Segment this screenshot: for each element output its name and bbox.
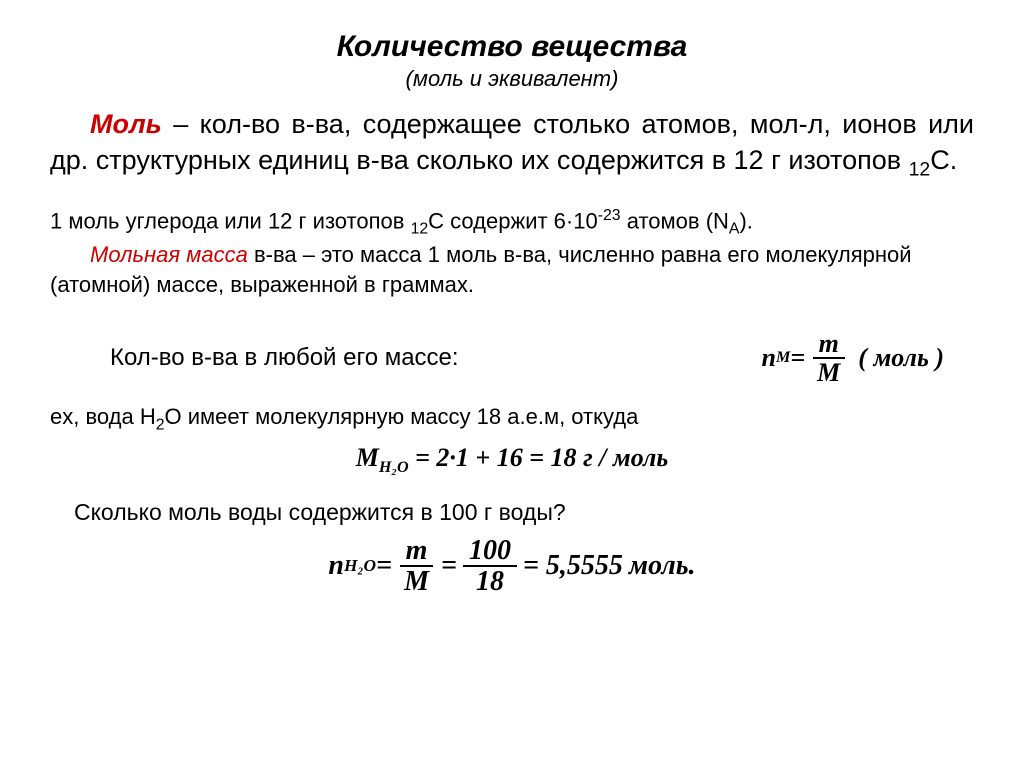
note-line1d: ). — [739, 208, 752, 233]
note-line1b: содержит 6·10 — [444, 208, 598, 233]
definition-block: Моль – кол-во в-ва, содержащее столько а… — [50, 106, 974, 183]
molar-mass-term: Мольная масса — [90, 242, 248, 267]
final-frac2: 100 18 — [463, 536, 517, 597]
isotope-symbol: С. — [930, 145, 957, 175]
molar-rhs: = 2·1 + 16 = 18 — [409, 443, 583, 472]
note-iso-sub: 12 — [411, 221, 429, 238]
molar-lhs-var: M — [356, 443, 379, 472]
final-lhs-var: n — [328, 550, 344, 582]
h2o-sub: 2 — [156, 417, 165, 434]
question-text: Сколько моль воды содержится в 100 г вод… — [74, 499, 974, 526]
formula-amount-row: Кол-во в-ва в любой его массе: nM = m M … — [50, 330, 974, 387]
lhs-var: n — [762, 343, 776, 373]
final-unit: моль. — [629, 550, 696, 582]
note-exp: -23 — [598, 207, 621, 224]
final-num1: m — [400, 536, 434, 567]
note-line1c: атомов (N — [621, 208, 729, 233]
final-result: = 5,5555 — [523, 550, 623, 582]
final-frac1: m M — [398, 536, 435, 597]
example-a: ex, вода H — [50, 404, 156, 429]
page-title: Количество вещества — [50, 30, 974, 64]
molar-mass-equation: MH₂O = 2·1 + 16 = 18 г / моль — [50, 443, 974, 477]
note-iso-sym: С — [428, 208, 444, 233]
definition-text: – кол-во в-ва, содержащее столько атомов… — [50, 109, 974, 175]
final-den1: M — [398, 567, 435, 596]
note-na-sub: A — [729, 221, 740, 238]
page-subtitle: (моль и эквивалент) — [50, 66, 974, 92]
formula-label: Кол-во в-ва в любой его массе: — [110, 344, 459, 372]
numerator: m — [813, 330, 845, 359]
example-b: O имеет молекулярную массу 18 а.е.м, отк… — [165, 404, 639, 429]
term-mole: Моль — [90, 109, 162, 139]
final-equation: nH₂O = m M = 100 18 = 5,5555 моль. — [50, 536, 974, 597]
final-num2: 100 — [463, 536, 517, 567]
eq-sign: = — [790, 343, 805, 373]
lhs-sub: M — [776, 349, 790, 367]
note-line1a: 1 моль углерода или 12 г изотопов — [50, 208, 411, 233]
molar-lhs-sub: H₂O — [379, 459, 409, 476]
note-block: 1 моль углерода или 12 г изотопов 12С со… — [50, 205, 974, 299]
molar-unit: г / моль — [583, 443, 668, 472]
final-eq1: = — [376, 550, 392, 582]
final-eq2: = — [441, 550, 457, 582]
example-line: ex, вода H2O имеет молекулярную массу 18… — [50, 404, 974, 434]
fraction: m M — [811, 330, 846, 387]
final-lhs-sub: H₂O — [344, 556, 376, 576]
final-den2: 18 — [470, 567, 510, 596]
formula-amount: nM = m M ( моль ) — [762, 330, 944, 387]
isotope-sub: 12 — [909, 159, 931, 181]
unit-mole: ( моль ) — [858, 343, 944, 373]
denominator: M — [811, 359, 846, 386]
